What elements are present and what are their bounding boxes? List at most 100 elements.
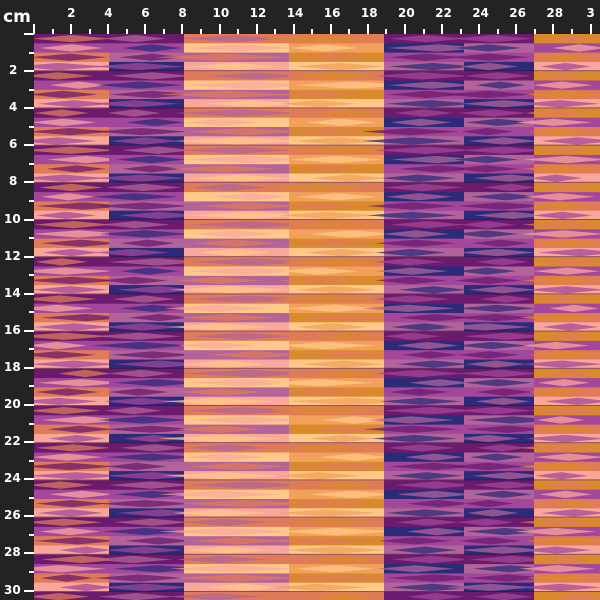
- fabric-spike: [381, 407, 480, 415]
- fabric-spike: [91, 100, 180, 108]
- fabric-spike: [535, 472, 588, 480]
- fabric-spike: [168, 593, 264, 600]
- fabric-spike: [532, 425, 600, 433]
- fabric-spike: [459, 62, 519, 71]
- fabric-spike: [367, 211, 458, 219]
- fabric-spike: [116, 509, 204, 517]
- fabric-spike: [48, 434, 106, 443]
- ruler-left-tick: [29, 162, 34, 165]
- fabric-spike: [459, 221, 515, 229]
- fabric-spike: [177, 276, 261, 285]
- fabric-spike: [34, 323, 114, 331]
- fabric-spike: [385, 193, 453, 201]
- fabric-spike: [385, 574, 485, 582]
- fabric-spike: [525, 286, 600, 294]
- ruler-left-tick: [29, 348, 34, 351]
- ruler-left-tick: [29, 533, 34, 536]
- fabric-spike: [97, 416, 190, 424]
- fabric-separator: [34, 107, 600, 109]
- fabric-spike: [468, 137, 539, 145]
- fabric-spike: [170, 565, 294, 573]
- fabric-spike: [476, 258, 529, 266]
- ruler-top-tick: [441, 24, 444, 34]
- fabric-spike: [278, 211, 378, 219]
- fabric-spike: [184, 546, 268, 554]
- fabric-spike: [40, 239, 122, 247]
- fabric-spike: [469, 453, 524, 461]
- fabric-spike: [373, 258, 445, 266]
- ruler-left: 2 4 6 8 10 12 14 16 18 20 22 24 26 28 30: [0, 33, 34, 600]
- fabric-spike: [294, 286, 376, 294]
- fabric-spike: [445, 583, 536, 591]
- ruler-top-tick: [218, 24, 221, 34]
- fabric-spike: [34, 35, 111, 43]
- fabric-spike: [460, 100, 547, 108]
- fabric-spike: [480, 295, 533, 303]
- ruler-left-tick: [24, 404, 34, 406]
- fabric-spike: [35, 388, 100, 396]
- fabric-spike: [197, 248, 272, 257]
- fabric-spike: [406, 527, 469, 536]
- fabric-spike: [162, 472, 284, 480]
- fabric-spike: [542, 481, 596, 489]
- fabric-spike: [263, 537, 380, 545]
- fabric-spike: [549, 304, 599, 312]
- fabric-spike: [103, 527, 189, 536]
- fabric-spike: [470, 193, 541, 201]
- fabric-spike: [191, 183, 268, 192]
- fabric-spike: [474, 481, 541, 489]
- ruler-top-tick: [51, 29, 54, 34]
- ruler-top-tick: [88, 29, 91, 34]
- fabric-spike: [95, 202, 191, 210]
- fabric-spike: [108, 481, 193, 489]
- fabric-spike: [459, 369, 543, 378]
- fabric-spike: [265, 183, 375, 192]
- fabric-spike: [533, 239, 600, 247]
- ruler-left-tick: [24, 478, 34, 481]
- fabric-spike: [529, 128, 588, 136]
- fabric-spike: [34, 90, 99, 99]
- fabric-spike: [34, 286, 109, 294]
- ruler-top-tick: [107, 24, 110, 34]
- ruler-left-label: 30: [4, 582, 21, 597]
- fabric-spike: [185, 267, 304, 275]
- fabric-spike: [34, 146, 119, 154]
- fabric-spike: [191, 174, 290, 182]
- fabric-spike: [41, 416, 127, 424]
- ruler-left-label: 4: [9, 100, 18, 115]
- fabric-spike: [539, 369, 598, 378]
- ruler-left-label: 6: [9, 137, 18, 152]
- fabric-spike: [524, 193, 596, 201]
- ruler-top-label: 6: [141, 6, 150, 20]
- fabric-spike: [262, 35, 379, 43]
- ruler-left-label: 18: [4, 359, 21, 374]
- fabric-spike: [277, 509, 380, 517]
- fabric-spike: [285, 304, 384, 312]
- fabric-spike: [275, 472, 362, 480]
- fabric-spike: [37, 100, 111, 108]
- fabric-spike: [180, 518, 270, 526]
- fabric-spike: [34, 453, 103, 461]
- ruler-top-label: 20: [398, 6, 415, 20]
- fabric-spike: [542, 323, 599, 331]
- fabric-spike: [112, 295, 176, 303]
- fabric-spike: [304, 248, 378, 257]
- ruler-top-tick: [181, 24, 184, 34]
- fabric-spike: [34, 481, 94, 489]
- fabric-spike: [96, 332, 182, 340]
- fabric-spike: [98, 583, 193, 591]
- fabric-spike: [123, 434, 184, 443]
- fabric-spike: [408, 379, 471, 387]
- fabric-spike: [190, 258, 312, 266]
- ruler-top-label: 24: [472, 6, 489, 20]
- fabric-spike: [539, 490, 593, 498]
- fabric-spike: [105, 546, 183, 554]
- fabric-spike: [467, 509, 519, 517]
- fabric-spike: [390, 155, 482, 164]
- fabric-spike: [307, 555, 381, 564]
- fabric-spike: [34, 397, 99, 405]
- fabric-spike: [472, 472, 546, 480]
- fabric-spike: [367, 416, 455, 424]
- ruler-left-tick: [24, 144, 34, 147]
- ruler-top-label: 18: [360, 6, 378, 20]
